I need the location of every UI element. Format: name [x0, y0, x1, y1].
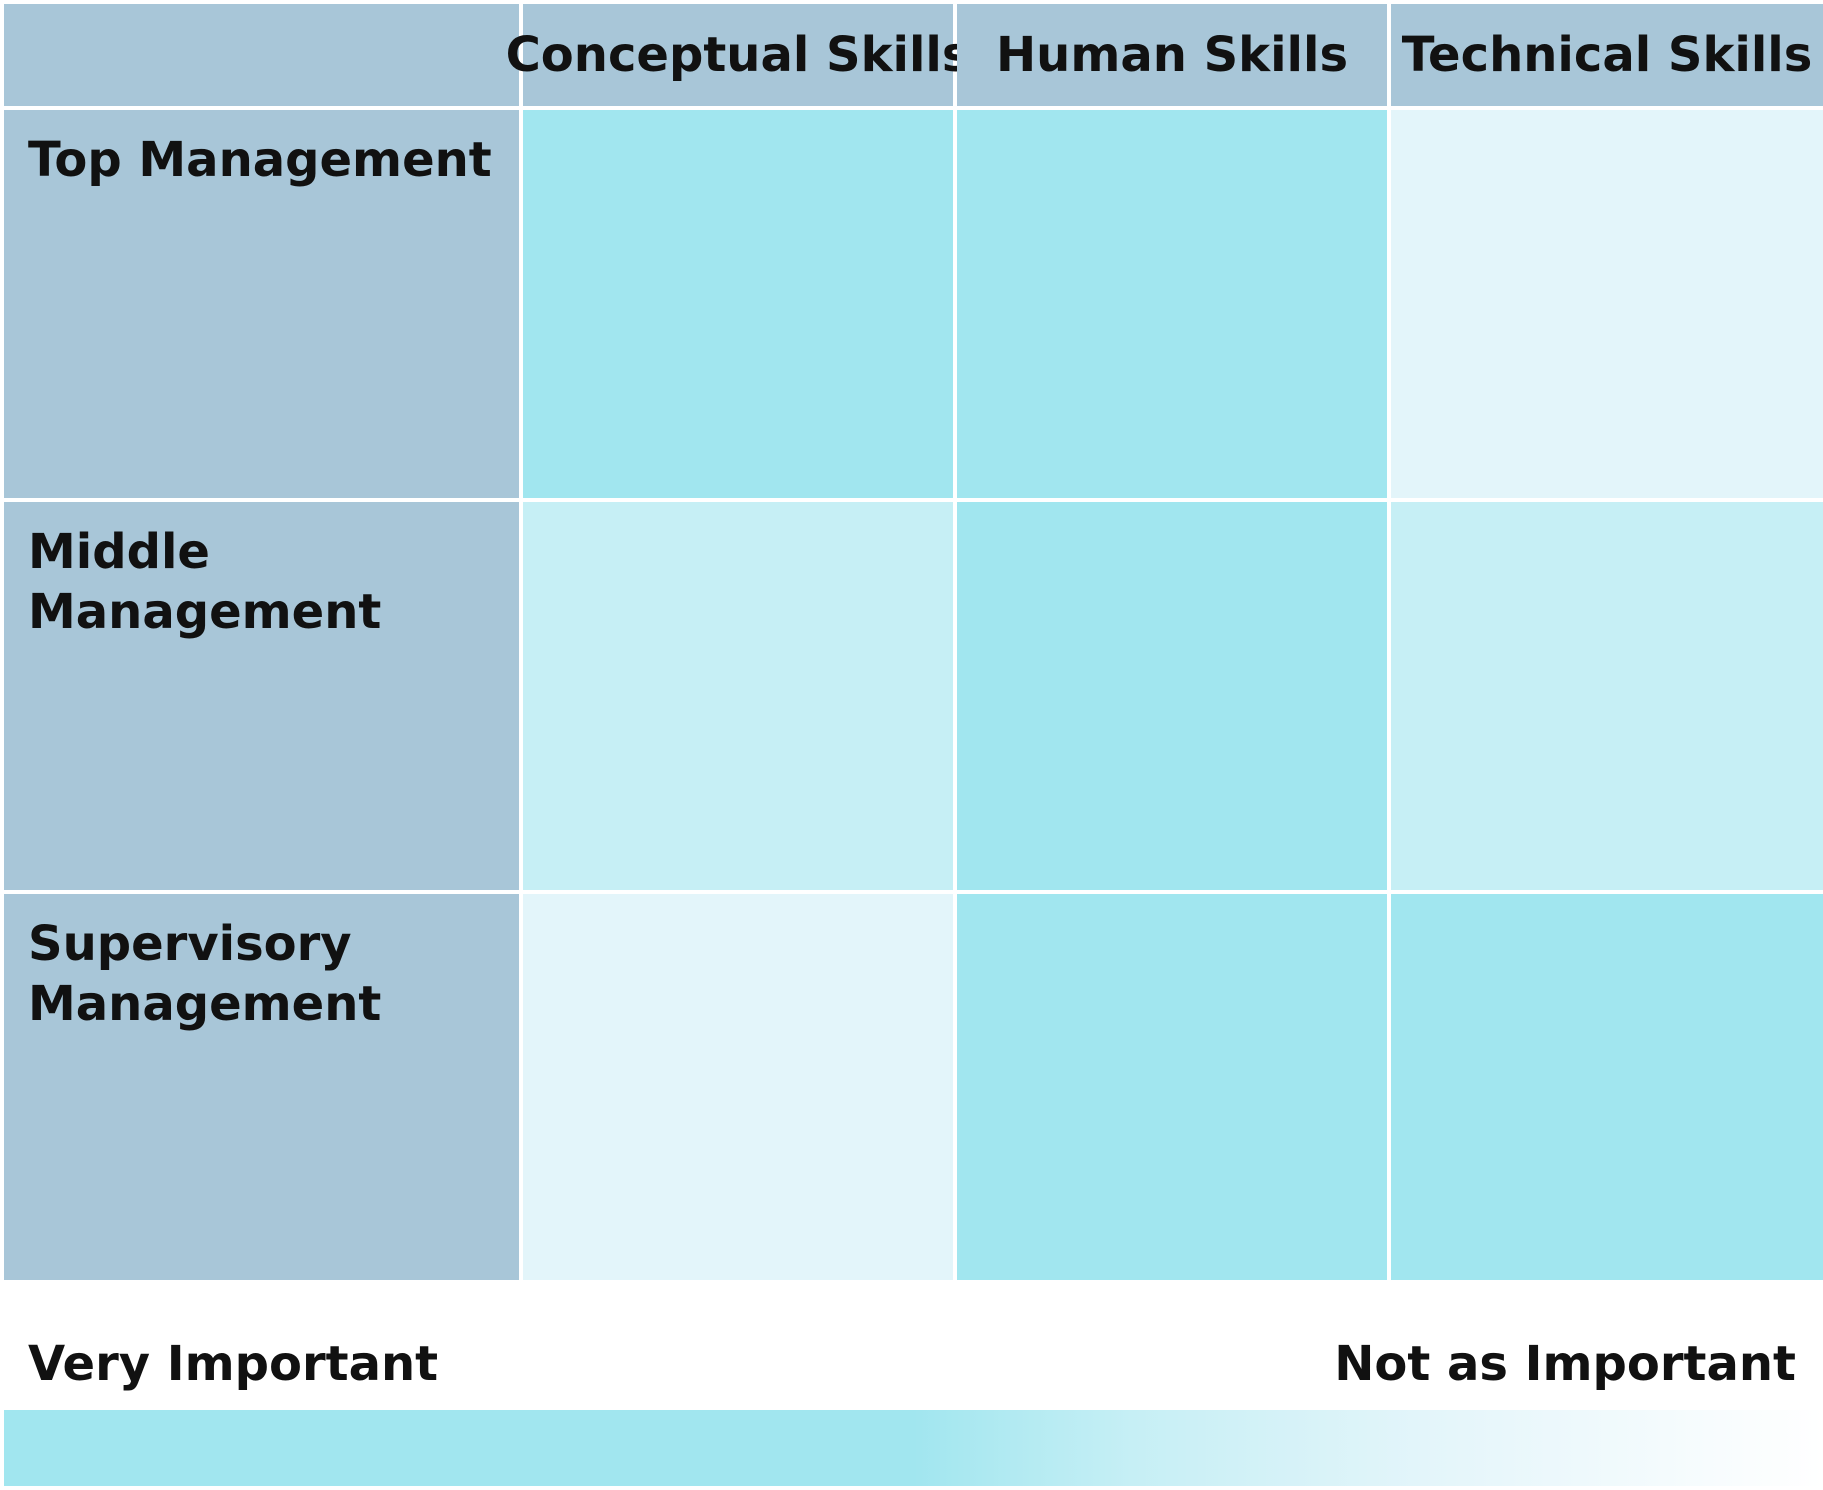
- cell-supervisory-technical: [1391, 894, 1823, 1280]
- column-header-technical-skills: Technical Skills: [1391, 4, 1823, 106]
- importance-legend: Very Important Not as Important: [28, 1336, 1796, 1392]
- cell-middle-conceptual: [523, 502, 953, 890]
- importance-gradient-bar: [4, 1410, 1823, 1486]
- cell-supervisory-conceptual: [523, 894, 953, 1280]
- row-label-line: Management: [28, 976, 382, 1032]
- row-header-top-management: Top Management: [4, 110, 519, 498]
- row-label-line: Top Management: [28, 132, 492, 188]
- cell-supervisory-human: [957, 894, 1387, 1280]
- cell-top-human: [957, 110, 1387, 498]
- column-header-human-skills: Human Skills: [957, 4, 1387, 106]
- cell-top-technical: [1391, 110, 1823, 498]
- row-label-line: Supervisory: [28, 916, 352, 972]
- legend-left-label: Very Important: [28, 1336, 439, 1392]
- cell-middle-human: [957, 502, 1387, 890]
- skills-matrix: Conceptual Skills Human Skills Technical…: [4, 4, 1823, 1280]
- cell-top-conceptual: [523, 110, 953, 498]
- legend-right-label: Not as Important: [1334, 1336, 1796, 1392]
- row-header-middle-management: Middle Management: [4, 502, 519, 890]
- row-header-supervisory-management: Supervisory Management: [4, 894, 519, 1280]
- cell-middle-technical: [1391, 502, 1823, 890]
- column-header-conceptual-skills: Conceptual Skills: [506, 4, 970, 106]
- corner-cell: [4, 4, 519, 106]
- row-label-line: Middle Management: [28, 524, 382, 640]
